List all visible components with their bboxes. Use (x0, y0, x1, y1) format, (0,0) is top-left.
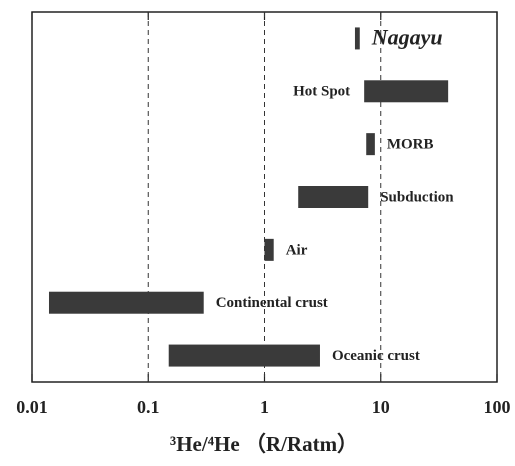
category-label: MORB (387, 137, 434, 153)
category-label: Nagayu (371, 24, 443, 49)
range-bar (264, 238, 274, 261)
x-axis-label: ³He/⁴He （R/Ratm） (170, 432, 358, 456)
category-label: Continental crust (216, 295, 328, 311)
range-bar (48, 291, 204, 314)
x-tick-label: 0.01 (16, 397, 48, 417)
range-bar (354, 27, 360, 50)
range-bar (168, 344, 320, 367)
range-bar (366, 133, 375, 156)
x-tick-label: 0.1 (137, 397, 160, 417)
range-bar (364, 80, 449, 103)
category-label: Hot Spot (293, 84, 350, 100)
x-tick-label: 100 (484, 397, 511, 417)
x-tick-label: 10 (372, 397, 390, 417)
category-label: Air (286, 242, 308, 258)
range-bar (298, 186, 369, 208)
category-label: Oceanic crust (332, 348, 420, 364)
category-label: Subduction (380, 189, 454, 205)
x-tick-label: 1 (260, 397, 269, 417)
